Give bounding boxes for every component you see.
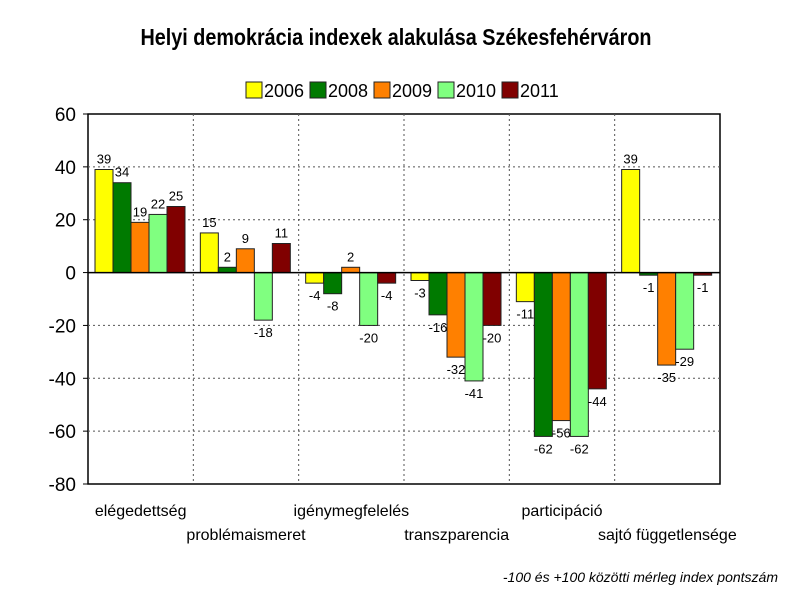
footnote: -100 és +100 közötti mérleg index pontsz… — [503, 569, 778, 585]
data-label: 9 — [242, 231, 249, 246]
y-tick-label: -20 — [49, 316, 76, 337]
bar-2011 — [271, 243, 291, 274]
data-label: -20 — [483, 330, 502, 345]
data-label: 25 — [169, 189, 183, 204]
axes: 60 40 20 0 -20 -40 -60 -80 elégedettség problémai… — [49, 105, 737, 544]
legend-label: 2009 — [392, 81, 432, 101]
bar-2010 — [569, 272, 589, 437]
bar-2008 — [323, 272, 343, 295]
y-tick-label: -60 — [49, 422, 76, 443]
bar-2008 — [533, 272, 553, 437]
bar-2006 — [410, 272, 430, 282]
bar-2010 — [464, 272, 484, 382]
category-label: igénymegfelelés — [294, 503, 410, 520]
y-tick-label: 20 — [55, 211, 76, 232]
data-label: -3 — [414, 286, 426, 301]
data-label: -18 — [254, 325, 273, 340]
data-label: -20 — [359, 330, 378, 345]
y-tick-label: -80 — [49, 475, 76, 496]
data-label: -16 — [429, 320, 448, 335]
data-label: 15 — [202, 215, 216, 230]
bar-2011 — [166, 206, 186, 274]
bar-2008 — [112, 182, 132, 274]
data-label: 11 — [275, 226, 289, 241]
chart-title: Helyi demokrácia indexek alakulása Széke… — [141, 25, 652, 51]
data-label: -1 — [643, 280, 655, 295]
category-label: problémaismeret — [186, 527, 306, 544]
bar-2008 — [428, 272, 448, 316]
bar-2009 — [446, 272, 466, 358]
data-label: -56 — [552, 426, 571, 441]
bar-2009 — [551, 272, 571, 422]
data-label: 2 — [224, 249, 231, 264]
bar-2010 — [148, 213, 168, 274]
category-label: sajtó függetlensége — [598, 527, 737, 544]
bar-2010 — [253, 272, 273, 321]
bar-2011 — [482, 272, 502, 326]
data-label: -4 — [381, 288, 393, 303]
category-label: participáció — [522, 503, 603, 520]
legend-label: 2008 — [328, 81, 368, 101]
legend-label: 2010 — [456, 81, 496, 101]
data-label: 34 — [115, 165, 129, 180]
data-label: -11 — [516, 307, 534, 322]
data-label: -32 — [447, 362, 466, 377]
bar-2006 — [621, 169, 641, 274]
category-label: elégedettség — [95, 503, 187, 520]
legend-swatch-2010 — [437, 81, 455, 99]
bar-2010 — [675, 272, 695, 350]
data-label: 19 — [133, 204, 147, 219]
data-label: -4 — [309, 288, 321, 303]
legend-label: 2006 — [264, 81, 304, 101]
legend-swatch-2011 — [501, 81, 519, 99]
data-label: -41 — [465, 386, 484, 401]
y-tick-label: 60 — [55, 105, 76, 126]
category-label: transzparencia — [404, 527, 509, 544]
data-label: -44 — [588, 394, 607, 409]
bar-2009 — [657, 272, 677, 366]
legend-swatch-2009 — [373, 81, 391, 99]
legend: 2006 2008 2009 2010 2011 — [245, 81, 559, 101]
data-label: 39 — [623, 152, 637, 167]
bar-2009 — [130, 221, 150, 274]
legend-swatch-2008 — [309, 81, 327, 99]
data-label: -35 — [657, 370, 676, 385]
bar-2009 — [341, 266, 361, 274]
bar-2006 — [515, 272, 535, 303]
bar-2008 — [217, 266, 237, 274]
y-tick-label: -40 — [49, 369, 76, 390]
legend-label: 2011 — [520, 81, 559, 101]
bar-2006 — [305, 272, 325, 284]
data-label: -29 — [675, 354, 694, 369]
bar-2011 — [587, 272, 607, 390]
data-label: -62 — [534, 441, 553, 456]
data-label: -8 — [327, 299, 339, 314]
gridlines — [87, 113, 721, 485]
bar-2010 — [359, 272, 379, 326]
bar-2011 — [377, 272, 397, 284]
bar-2006 — [94, 169, 114, 274]
bar-2006 — [199, 232, 219, 274]
y-tick-label: 0 — [65, 264, 76, 285]
legend-swatch-2006 — [245, 81, 263, 99]
data-label: -1 — [697, 280, 709, 295]
y-tick-label: 40 — [55, 158, 76, 179]
data-label: 22 — [151, 196, 165, 211]
data-label: 2 — [347, 249, 354, 264]
data-label: 39 — [97, 152, 111, 167]
data-label: -62 — [570, 441, 589, 456]
bar-2009 — [235, 248, 255, 274]
